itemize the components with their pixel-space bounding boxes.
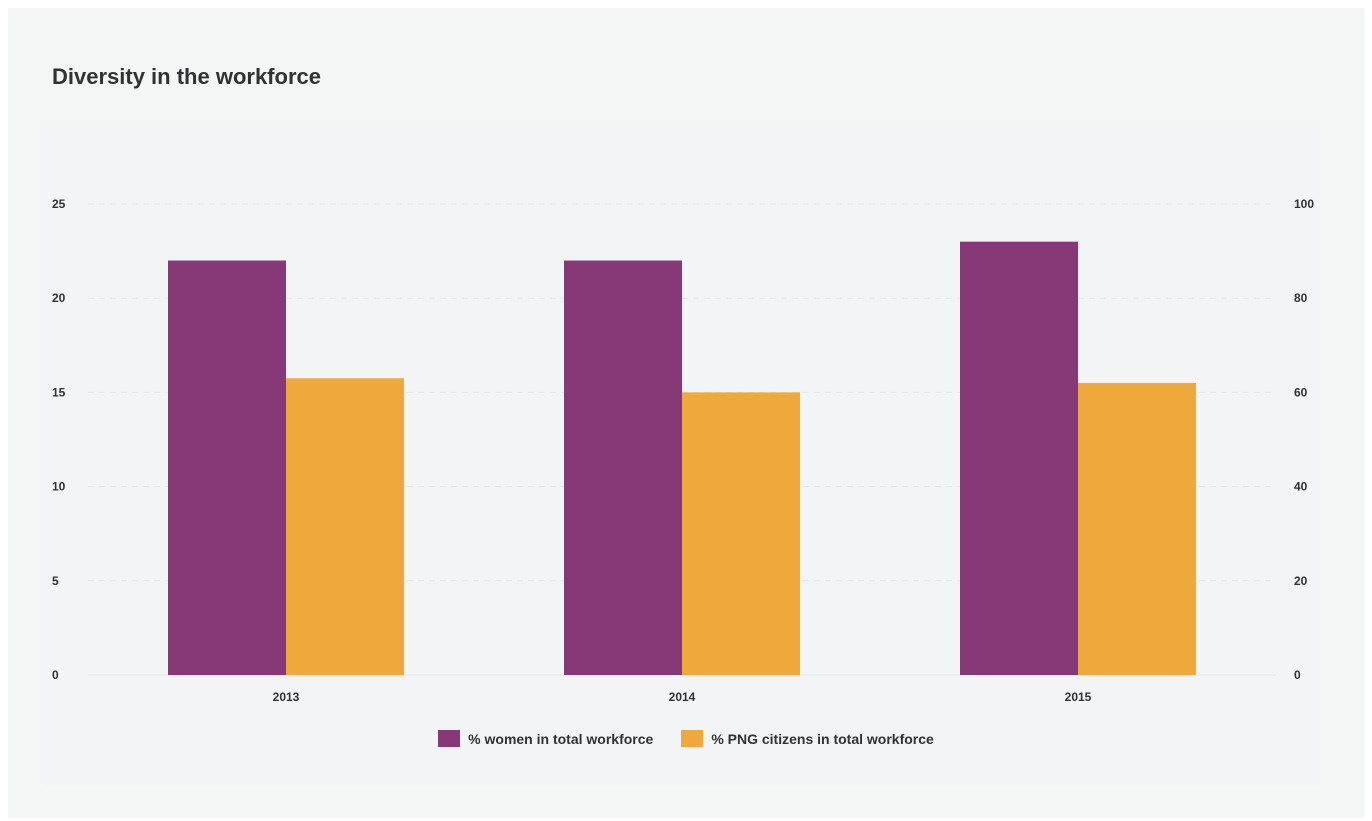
legend-item-women[interactable]: % women in total workforce xyxy=(438,730,653,747)
y-right-tick-label: 100 xyxy=(1294,197,1314,211)
y-right-tick-label: 80 xyxy=(1294,291,1308,305)
bar-png-citizens-2013 xyxy=(286,378,404,675)
y-left-tick-label: 10 xyxy=(52,480,66,494)
legend-swatch-png-citizens xyxy=(681,730,704,747)
y-left-tick-label: 15 xyxy=(52,385,66,399)
y-right-tick-label: 20 xyxy=(1294,574,1308,588)
legend-label-png-citizens: % PNG citizens in total workforce xyxy=(711,730,934,747)
y-left-tick-label: 0 xyxy=(52,668,59,682)
bar-women-2015 xyxy=(960,241,1078,675)
y-right-tick-label: 60 xyxy=(1294,385,1308,399)
x-tick-label: 2014 xyxy=(669,690,696,704)
bar-women-2014 xyxy=(564,260,682,675)
y-right-tick-label: 40 xyxy=(1294,480,1308,494)
legend-item-png-citizens[interactable]: % PNG citizens in total workforce xyxy=(681,730,934,747)
x-tick-label: 2015 xyxy=(1065,690,1092,704)
bar-png-citizens-2015 xyxy=(1078,382,1196,675)
y-left-tick-label: 5 xyxy=(52,574,59,588)
bar-women-2013 xyxy=(168,260,286,675)
y-left-tick-label: 20 xyxy=(52,291,66,305)
x-tick-label: 2013 xyxy=(273,690,300,704)
y-right-tick-label: 0 xyxy=(1294,668,1301,682)
chart-title: Diversity in the workforce xyxy=(52,64,321,89)
legend-label-women: % women in total workforce xyxy=(468,730,654,747)
chart-legend: % women in total workforce % PNG citizen… xyxy=(0,730,1372,747)
bar-png-citizens-2014 xyxy=(682,392,800,675)
legend-swatch-women xyxy=(438,730,461,747)
y-left-tick-label: 25 xyxy=(52,197,66,211)
